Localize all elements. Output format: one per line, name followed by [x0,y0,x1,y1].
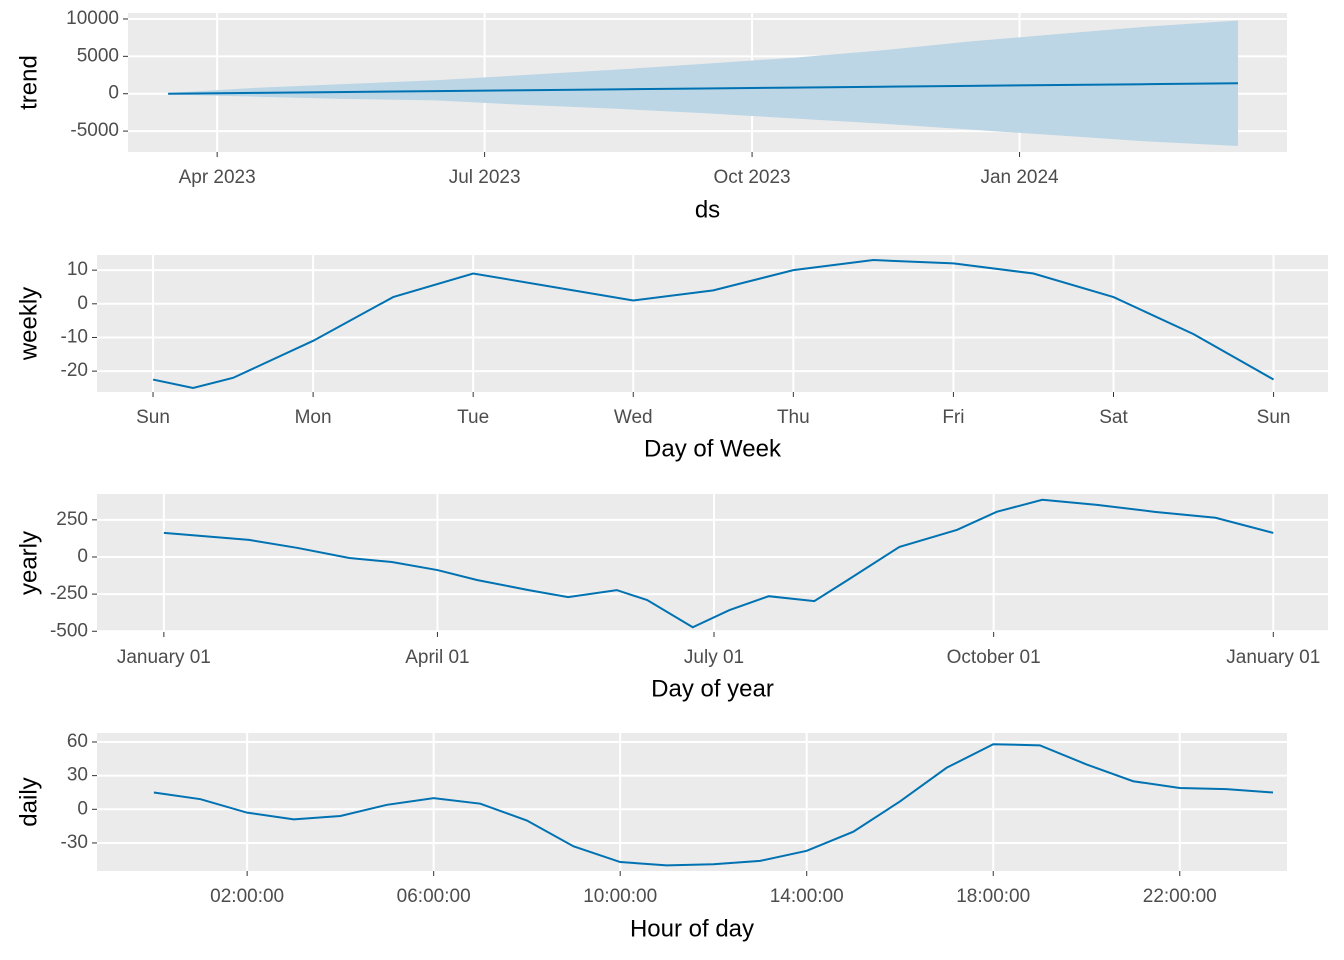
y-axis-title: daily [15,777,42,826]
x-tick-label: Thu [777,407,810,428]
line [168,82,1238,95]
panel-background [97,494,1328,632]
uncertainty-band [168,20,1238,147]
x-tick-label: Tue [457,407,489,428]
x-tick-label: Apr 2023 [179,167,256,188]
y-tick-label: 10 [67,259,88,280]
panel-background [97,255,1328,392]
x-tick-label: 10:00:00 [583,886,657,907]
y-tick-label: -20 [61,360,88,381]
x-tick-label: 22:00:00 [1143,886,1217,907]
x-axis-title: Hour of day [630,915,754,942]
x-axis-title: ds [695,196,720,223]
x-tick-label: Jan 2024 [980,167,1059,188]
y-tick-label: -10 [61,326,88,347]
x-tick-label: April 01 [405,647,469,668]
line [153,743,1274,867]
x-tick-label: Sat [1099,407,1128,428]
x-tick-label: 18:00:00 [956,886,1030,907]
y-tick-label: 0 [77,293,88,314]
x-axis-title: Day of year [651,675,774,702]
y-tick-label: 0 [108,83,119,104]
y-tick-label: -30 [61,832,88,853]
x-axis-title: Day of Week [644,435,782,462]
x-tick-label: Wed [614,407,653,428]
y-tick-label: 10000 [66,8,119,29]
y-axis-title: yearly [15,531,42,595]
x-tick-label: 02:00:00 [210,886,284,907]
x-tick-label: January 01 [1226,647,1320,668]
y-tick-label: -500 [50,620,88,641]
line [152,259,1275,389]
x-tick-label: 14:00:00 [770,886,844,907]
y-axis-title: weekly [15,287,42,361]
x-tick-label: Sun [136,407,170,428]
x-tick-label: Fri [942,407,964,428]
x-tick-label: Jul 2023 [449,167,521,188]
x-tick-label: July 01 [684,647,744,668]
x-tick-label: January 01 [117,647,211,668]
x-tick-label: Mon [295,407,332,428]
x-tick-label: October 01 [947,647,1041,668]
y-tick-label: 30 [67,765,88,786]
y-tick-label: 60 [67,731,88,752]
y-tick-label: -250 [50,583,88,604]
y-tick-label: 250 [56,509,88,530]
x-tick-label: 06:00:00 [397,886,471,907]
panel-background [97,733,1287,871]
y-tick-label: -5000 [70,120,119,141]
x-tick-label: Sun [1257,407,1291,428]
y-axis-title: trend [15,55,42,110]
x-tick-label: Oct 2023 [714,167,791,188]
y-tick-label: 0 [77,546,88,567]
y-tick-label: 5000 [77,45,119,66]
line [163,498,1274,629]
y-tick-label: 0 [77,798,88,819]
